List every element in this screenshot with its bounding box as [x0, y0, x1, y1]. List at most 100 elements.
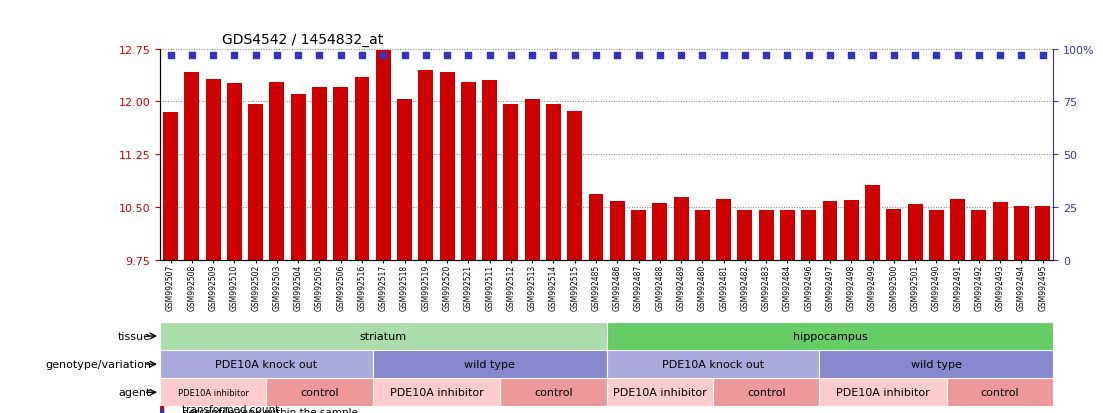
Bar [501, 378, 607, 406]
Text: wild type: wild type [911, 359, 962, 369]
Text: striatum: striatum [360, 331, 407, 341]
Bar [354, 78, 370, 260]
Text: transformed count: transformed count [182, 404, 279, 413]
Bar [373, 378, 501, 406]
Bar [373, 350, 607, 378]
Bar [950, 199, 965, 260]
Point [438, 52, 456, 59]
Bar [652, 203, 667, 260]
Bar [844, 201, 859, 260]
Point [523, 52, 540, 59]
Bar [908, 204, 922, 260]
Bar [160, 322, 607, 350]
Point [311, 52, 329, 59]
Bar [610, 202, 624, 260]
Bar [248, 105, 264, 260]
Point [268, 52, 286, 59]
Bar [716, 199, 731, 260]
Point [672, 52, 690, 59]
Point [566, 52, 583, 59]
Text: GDS4542 / 1454832_at: GDS4542 / 1454832_at [223, 33, 384, 47]
Text: PDE10A knock out: PDE10A knock out [215, 359, 318, 369]
Text: agent: agent [119, 387, 151, 397]
Point [907, 52, 924, 59]
Point [971, 52, 988, 59]
Bar [567, 112, 582, 260]
Point [843, 52, 860, 59]
Point [1013, 52, 1030, 59]
Point [992, 52, 1009, 59]
Bar [759, 210, 773, 260]
Bar [376, 51, 390, 260]
Bar [503, 105, 518, 260]
Text: control: control [300, 387, 339, 397]
Bar [163, 113, 178, 260]
Bar [780, 210, 795, 260]
Text: genotype/variation: genotype/variation [45, 359, 151, 369]
Bar [820, 350, 1053, 378]
Point [587, 52, 604, 59]
Bar [525, 100, 539, 260]
Point [289, 52, 307, 59]
Bar [738, 210, 752, 260]
Text: percentile rank within the sample: percentile rank within the sample [182, 407, 358, 413]
Point [460, 52, 478, 59]
Bar [820, 378, 947, 406]
Point [502, 52, 520, 59]
Point [758, 52, 775, 59]
Bar [631, 210, 646, 260]
Bar [695, 210, 710, 260]
Bar [266, 378, 373, 406]
Point [949, 52, 966, 59]
Text: PDE10A inhibitor: PDE10A inhibitor [389, 387, 483, 397]
Bar [546, 105, 561, 260]
Point [864, 52, 881, 59]
Bar [589, 195, 603, 260]
Point [375, 52, 393, 59]
Bar [1036, 206, 1050, 260]
Text: hippocampus: hippocampus [793, 331, 867, 341]
Point [396, 52, 414, 59]
Bar [291, 95, 306, 260]
Bar [440, 73, 454, 260]
Text: control: control [534, 387, 572, 397]
Point [332, 52, 350, 59]
Bar [269, 83, 285, 260]
Bar [929, 210, 944, 260]
Bar [333, 88, 349, 260]
Text: control: control [981, 387, 1019, 397]
Bar [227, 84, 242, 260]
Point [225, 52, 243, 59]
Point [928, 52, 945, 59]
Point [162, 52, 180, 59]
Text: PDE10A inhibitor: PDE10A inhibitor [178, 388, 248, 397]
Bar [607, 322, 1053, 350]
Text: tissue: tissue [118, 331, 151, 341]
Point [353, 52, 371, 59]
Text: wild type: wild type [464, 359, 515, 369]
Bar [607, 378, 713, 406]
Bar [461, 83, 475, 260]
Point [885, 52, 902, 59]
Bar [674, 198, 688, 260]
Bar [972, 210, 986, 260]
Bar [482, 81, 497, 260]
Bar [887, 210, 901, 260]
Point [715, 52, 732, 59]
Point [609, 52, 627, 59]
Point [651, 52, 668, 59]
Point [736, 52, 753, 59]
Bar [801, 210, 816, 260]
Bar [184, 73, 200, 260]
Bar [397, 100, 413, 260]
Bar [993, 203, 1008, 260]
Bar [418, 71, 433, 260]
Point [630, 52, 647, 59]
Point [800, 52, 817, 59]
Point [247, 52, 265, 59]
Point [1034, 52, 1051, 59]
Text: PDE10A knock out: PDE10A knock out [662, 359, 764, 369]
Point [821, 52, 838, 59]
Bar [205, 80, 221, 260]
Text: PDE10A inhibitor: PDE10A inhibitor [836, 387, 930, 397]
